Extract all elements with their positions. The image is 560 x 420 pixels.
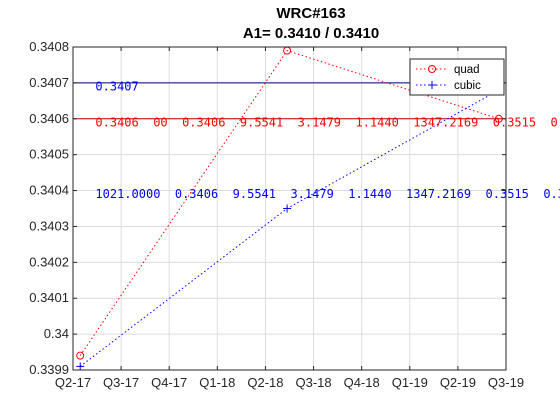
series-group (76, 46, 503, 371)
plot-frame (72, 46, 507, 371)
y-tick-label: 0.3399 (29, 362, 69, 377)
annotation-label: 0.3407 (95, 79, 138, 93)
data-point-cubic (76, 362, 85, 371)
x-tick-label: Q1-18 (199, 375, 235, 390)
legend-label-quad: quad (454, 64, 480, 76)
y-tick-label: 0.3405 (29, 147, 69, 162)
y-tick-label: 0.3407 (29, 75, 69, 90)
series-line-quad (79, 49, 499, 356)
x-tick-label: Q1-19 (392, 375, 428, 390)
y-tick-label: 0.3402 (29, 254, 69, 269)
y-tick-label: 0.34 (44, 326, 69, 341)
legend-box (409, 58, 505, 96)
x-tick-label: Q2-17 (55, 375, 91, 390)
annotations: 0.3407 0.3406 00 0.3406 9.5541 3.1479 1.1… (95, 79, 560, 201)
x-tick-label: Q4-18 (344, 375, 380, 390)
annotation-label: 0.3406 00 0.3406 9.5541 3.1479 1.1440 13… (95, 115, 560, 129)
legend-marker-cubic (428, 81, 436, 89)
annotation-label: 1021.0000 0.3406 9.5541 3.1479 1.1440 13… (95, 187, 560, 201)
x-tick-label: Q3-19 (488, 375, 524, 390)
y-tick-label: 0.3406 (29, 111, 69, 126)
series-line-cubic (79, 89, 500, 367)
y-tick-label: 0.3401 (29, 290, 69, 305)
data-point-cubic (283, 204, 292, 213)
x-tick-label: Q2-19 (440, 375, 476, 390)
legend-marker-quad (428, 65, 436, 73)
chart-title: WRC#163 (276, 5, 345, 22)
y-tick-label: 0.3403 (29, 218, 69, 233)
x-tick-label: Q3-17 (103, 375, 139, 390)
y-tick-label: 0.3408 (29, 39, 69, 54)
legend-label-cubic: cubic (454, 80, 481, 92)
chart-subtitle: A1= 0.3410 / 0.3410 (243, 25, 379, 42)
data-point-quad (76, 351, 85, 360)
x-tick-label: Q4-17 (151, 375, 187, 390)
x-tick-label: Q2-18 (247, 375, 283, 390)
y-tick-label: 0.3404 (29, 183, 69, 198)
axis-ticks: 0.3399 0.34 0.3401 0.3402 0.3403 0.3404 0.3405… (29, 39, 524, 390)
legend: quad cubic (409, 58, 505, 96)
x-tick-label: Q3-18 (295, 375, 331, 390)
